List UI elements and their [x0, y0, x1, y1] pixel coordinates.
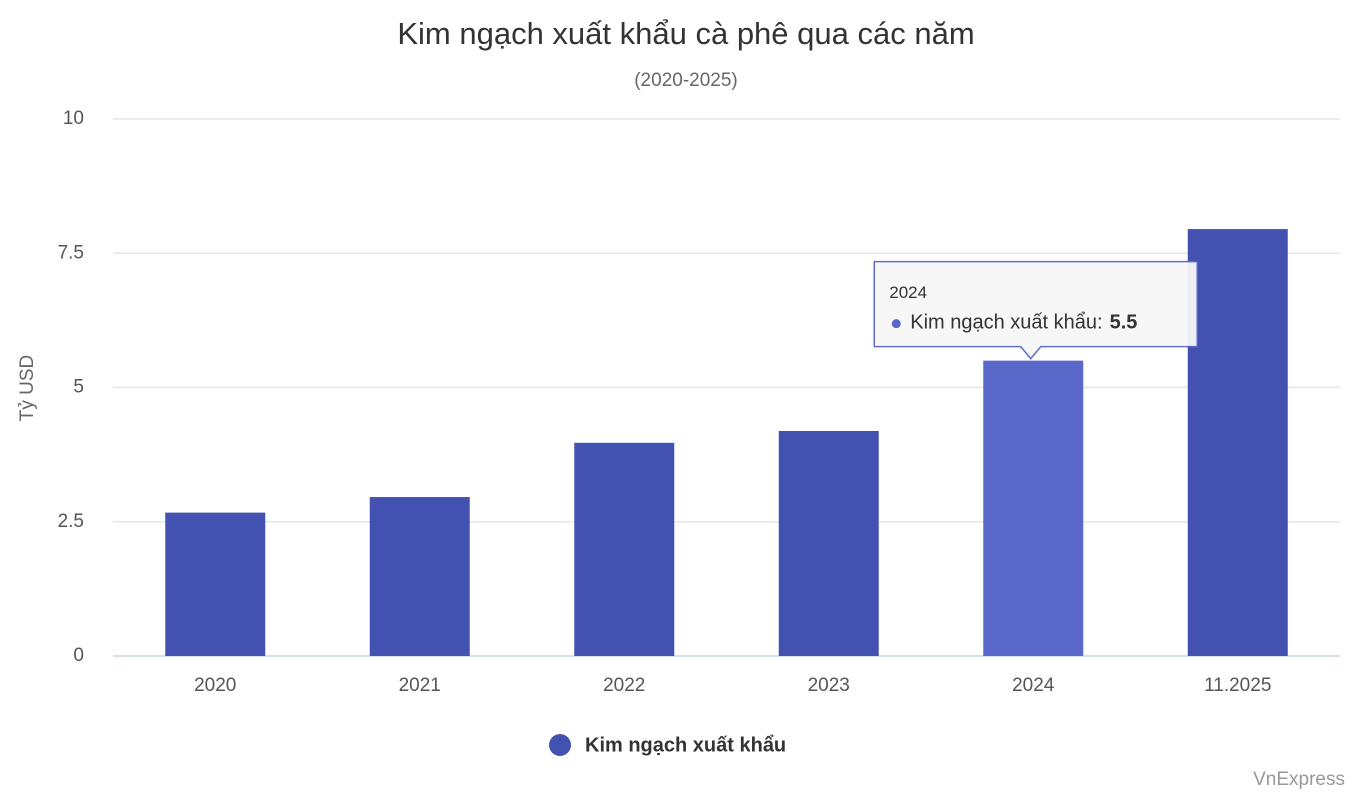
tooltip-title: 2024 — [889, 283, 927, 302]
y-axis-label: Tỷ USD — [17, 355, 38, 422]
x-tick-label: 2024 — [1012, 675, 1055, 696]
tooltip-box — [873, 260, 1198, 360]
tooltip-marker — [891, 319, 901, 329]
x-tick-label: 2020 — [194, 675, 236, 696]
bar — [574, 442, 675, 656]
credits: VnExpress — [1253, 769, 1345, 790]
y-tick-label: 0 — [73, 645, 84, 666]
tooltip-line: Kim ngạch xuất khẩu: 5.5 — [910, 312, 1137, 334]
bar — [165, 512, 266, 656]
y-tick-label: 2.5 — [58, 511, 84, 532]
tooltip: 2024 Kim ngạch xuất khẩu: 5.5 — [873, 260, 1198, 360]
bar — [983, 360, 1084, 656]
x-tick-label: 2023 — [808, 675, 850, 696]
y-tick-label: 7.5 — [58, 242, 84, 263]
chart-title: Kim ngạch xuất khẩu cà phê qua các năm — [397, 16, 974, 51]
x-tick-label: 11.2025 — [1204, 675, 1271, 696]
x-tick-label: 2022 — [603, 675, 645, 696]
bar — [1187, 229, 1288, 656]
chart-subtitle: (2020-2025) — [634, 70, 738, 91]
bar — [369, 497, 470, 656]
bar — [778, 430, 879, 656]
x-tick-label: 2021 — [399, 675, 441, 696]
y-tick-label: 5 — [73, 377, 84, 398]
legend-label: Kim ngạch xuất khẩu — [585, 734, 786, 756]
tooltip-value: 5.5 — [1110, 312, 1138, 334]
legend-marker — [549, 734, 571, 756]
y-tick-label: 10 — [63, 108, 84, 129]
tooltip-label: Kim ngạch xuất khẩu: — [910, 312, 1102, 334]
